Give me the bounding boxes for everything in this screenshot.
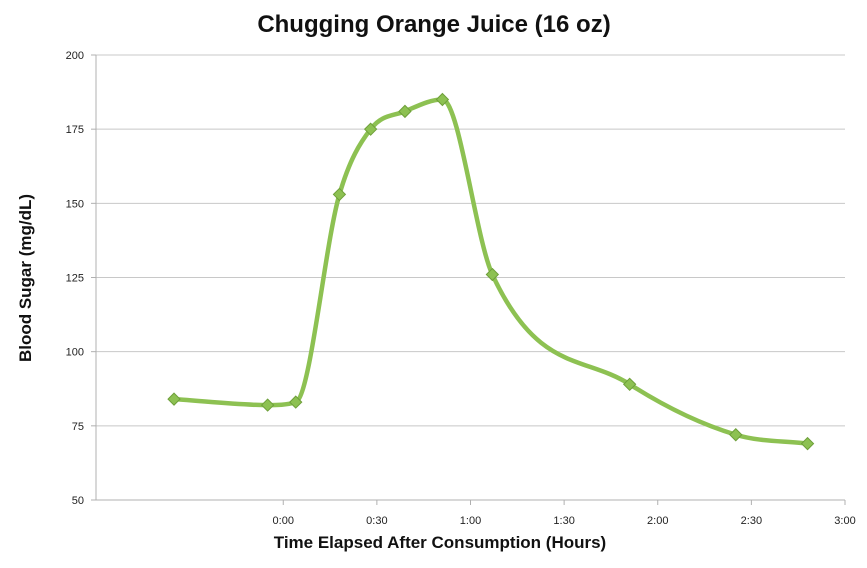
y-tick-label: 200 — [66, 50, 84, 62]
data-point-marker — [622, 377, 637, 392]
x-tick-label: 1:30 — [553, 515, 574, 527]
data-point-marker — [398, 104, 412, 119]
data-point-marker — [800, 436, 815, 451]
x-tick-label: 2:30 — [741, 515, 762, 527]
y-tick-label: 50 — [72, 495, 84, 507]
data-point-marker — [289, 395, 303, 409]
y-tick-label: 75 — [72, 421, 84, 433]
y-tick-label: 100 — [66, 347, 84, 359]
y-tick-label: 125 — [66, 273, 84, 285]
y-tick-label: 150 — [66, 198, 84, 210]
data-point-marker — [363, 122, 378, 136]
data-point-marker — [260, 398, 275, 412]
x-axis-title: Time Elapsed After Consumption (Hours) — [274, 533, 606, 552]
x-tick-label: 2:00 — [647, 515, 668, 527]
data-point-marker — [485, 267, 500, 282]
data-point-marker — [167, 392, 181, 406]
x-tick-label: 1:00 — [460, 515, 481, 527]
y-axis-title: Blood Sugar (mg/dL) — [16, 194, 35, 362]
y-tick-label: 175 — [66, 124, 84, 136]
x-tick-label: 0:30 — [366, 515, 387, 527]
y-axis-ticks: 50 75 100 125 150 175 200 — [66, 50, 96, 507]
grid-lines — [96, 54, 845, 427]
data-point-marker — [332, 187, 347, 202]
chart-title: Chugging Orange Juice (16 oz) — [257, 11, 610, 38]
x-tick-label: 3:00 — [834, 515, 855, 527]
x-axis-ticks: 0:00 0:30 1:00 1:30 2:00 2:30 3:00 — [273, 500, 856, 527]
data-points — [167, 92, 815, 451]
data-point-marker — [729, 428, 743, 442]
x-tick-label: 0:00 — [273, 515, 294, 527]
data-point-marker — [435, 92, 450, 107]
